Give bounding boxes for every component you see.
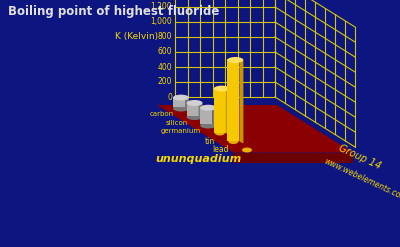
Text: 0: 0 <box>167 92 172 102</box>
Text: lead: lead <box>212 145 228 155</box>
Ellipse shape <box>200 105 216 111</box>
Text: Boiling point of highest fluoride: Boiling point of highest fluoride <box>8 5 219 18</box>
Text: germanium: germanium <box>161 128 201 135</box>
Ellipse shape <box>186 100 202 106</box>
Text: 800: 800 <box>158 33 172 41</box>
Text: tin: tin <box>204 137 215 146</box>
Ellipse shape <box>201 122 211 127</box>
Text: www.webelements.com: www.webelements.com <box>322 157 400 203</box>
Polygon shape <box>185 97 189 109</box>
Text: 400: 400 <box>157 62 172 71</box>
Ellipse shape <box>173 95 189 101</box>
Polygon shape <box>239 59 243 144</box>
Ellipse shape <box>242 147 252 152</box>
Text: K (Kelvin): K (Kelvin) <box>116 33 158 41</box>
Ellipse shape <box>228 139 238 144</box>
Text: 600: 600 <box>157 47 172 57</box>
Ellipse shape <box>174 105 184 110</box>
Text: 1,000: 1,000 <box>150 18 172 26</box>
Text: Group 14: Group 14 <box>337 143 382 171</box>
Polygon shape <box>214 88 226 133</box>
Ellipse shape <box>188 114 198 119</box>
Polygon shape <box>186 102 198 116</box>
Text: 1,200: 1,200 <box>150 2 172 12</box>
Polygon shape <box>226 88 230 135</box>
Polygon shape <box>198 102 202 118</box>
Ellipse shape <box>186 114 202 120</box>
Text: 200: 200 <box>158 78 172 86</box>
Ellipse shape <box>227 57 243 63</box>
Polygon shape <box>233 152 353 163</box>
Polygon shape <box>173 97 185 107</box>
Ellipse shape <box>200 123 216 128</box>
Polygon shape <box>227 59 239 142</box>
Text: ununquadium: ununquadium <box>156 154 242 164</box>
Ellipse shape <box>214 86 230 92</box>
Polygon shape <box>157 105 353 152</box>
Text: carbon: carbon <box>150 111 174 118</box>
Ellipse shape <box>215 130 225 136</box>
Text: silicon: silicon <box>165 120 188 126</box>
Polygon shape <box>212 107 216 126</box>
Ellipse shape <box>173 105 189 111</box>
Polygon shape <box>200 107 212 124</box>
